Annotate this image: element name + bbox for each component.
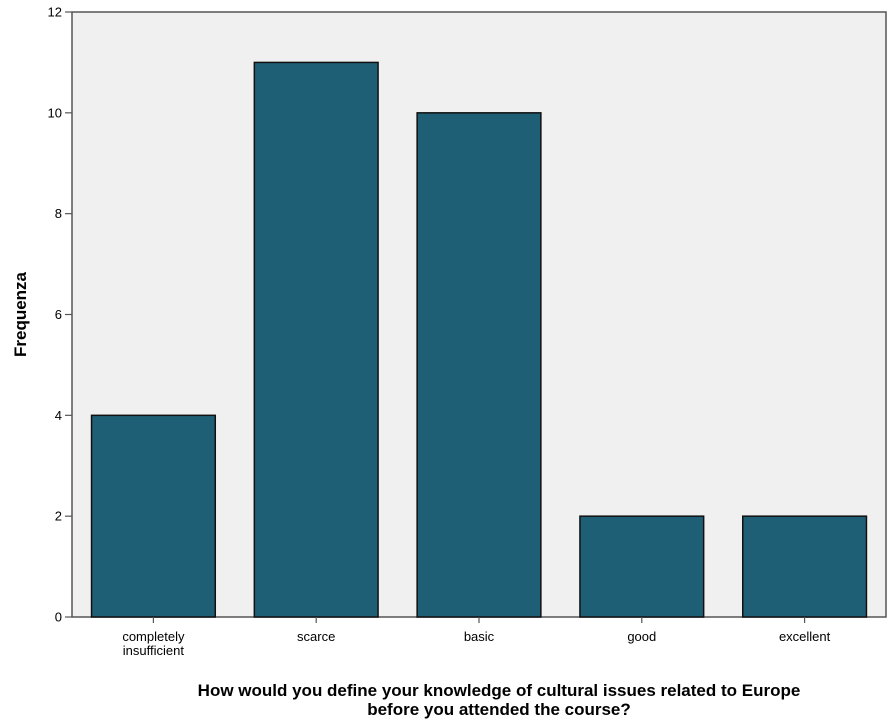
y-tick-label-3: 6 [55,307,62,322]
bar-1 [253,61,379,618]
x-tick-label-0-line-1: insufficient [123,643,185,658]
bar-3 [579,515,705,618]
bar-0 [90,414,217,618]
x-tick-label-2: basic [464,629,495,644]
y-axis: 0 2 4 6 8 10 12 [48,5,72,625]
y-tick-label-6: 12 [48,5,62,20]
x-tick-label-0-line-0: completely [122,629,185,644]
y-tick-label-1: 2 [55,509,62,524]
y-axis-title: Frequenza [11,271,30,357]
x-tick-label-3: good [627,629,656,644]
bar-2 [416,112,542,618]
x-axis-title-line-1: How would you define your knowledge of c… [198,681,801,700]
y-tick-label-4: 8 [55,206,62,221]
x-tick-label-1: scarce [297,629,335,644]
x-axis-title-line-2: before you attended the course? [367,700,631,719]
x-tick-label-4: excellent [779,629,831,644]
y-tick-label-5: 10 [48,105,62,120]
bar-4 [741,515,868,618]
y-tick-label-2: 4 [55,408,62,423]
bars-group [90,61,868,618]
y-tick-label-0: 0 [55,610,62,625]
